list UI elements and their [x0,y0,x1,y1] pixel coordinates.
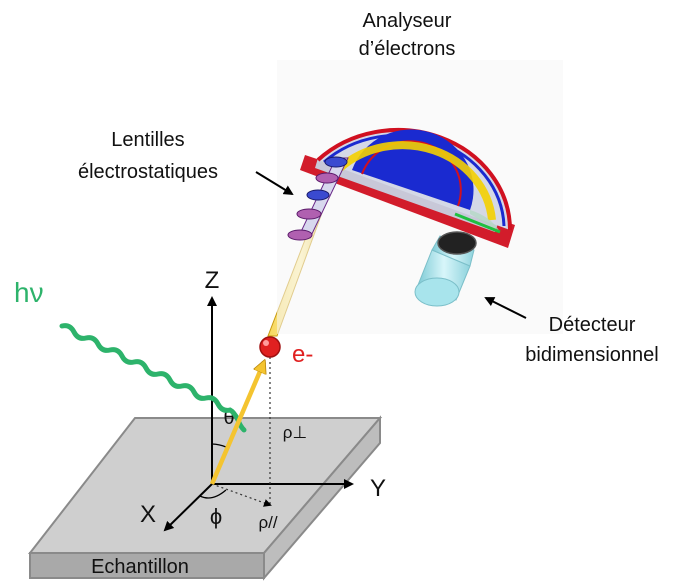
theta-label: θ [223,407,234,429]
detector [414,231,477,307]
detector-pointer-arrow [484,297,527,319]
phi-arc [199,489,227,499]
analyser-label-line2: d’électrons [359,38,456,60]
rho-perp-label: ρ⊥ [283,423,307,442]
axis-y-label: Y [370,475,386,502]
detector-label-line1: Détecteur [549,314,636,336]
analyser-instrument [277,60,563,334]
photon-wave [59,323,247,433]
photon-label: hν [14,277,44,308]
axes [163,296,354,532]
phi-label: ϕ [210,504,222,529]
lenses-pointer-arrow [255,171,294,196]
lenses-label-line1: Lentilles [111,129,184,151]
x-axis [163,483,213,532]
analyser-label-line1: Analyseur [363,10,452,32]
detector-label-line2: bidimensionnel [525,344,658,366]
electron-label: e- [292,341,313,368]
electron [259,336,281,358]
rho-par-label: ρ// [258,513,277,532]
projection-lines [211,352,272,507]
electron-path-short [209,362,264,485]
axis-z-label: Z [205,267,220,294]
sample-label: Echantillon [91,556,189,578]
axis-x-label: X [140,501,156,528]
sample-slab [27,415,383,581]
lenses-label-line2: électrostatiques [78,161,218,183]
electron-highlight [263,340,269,346]
